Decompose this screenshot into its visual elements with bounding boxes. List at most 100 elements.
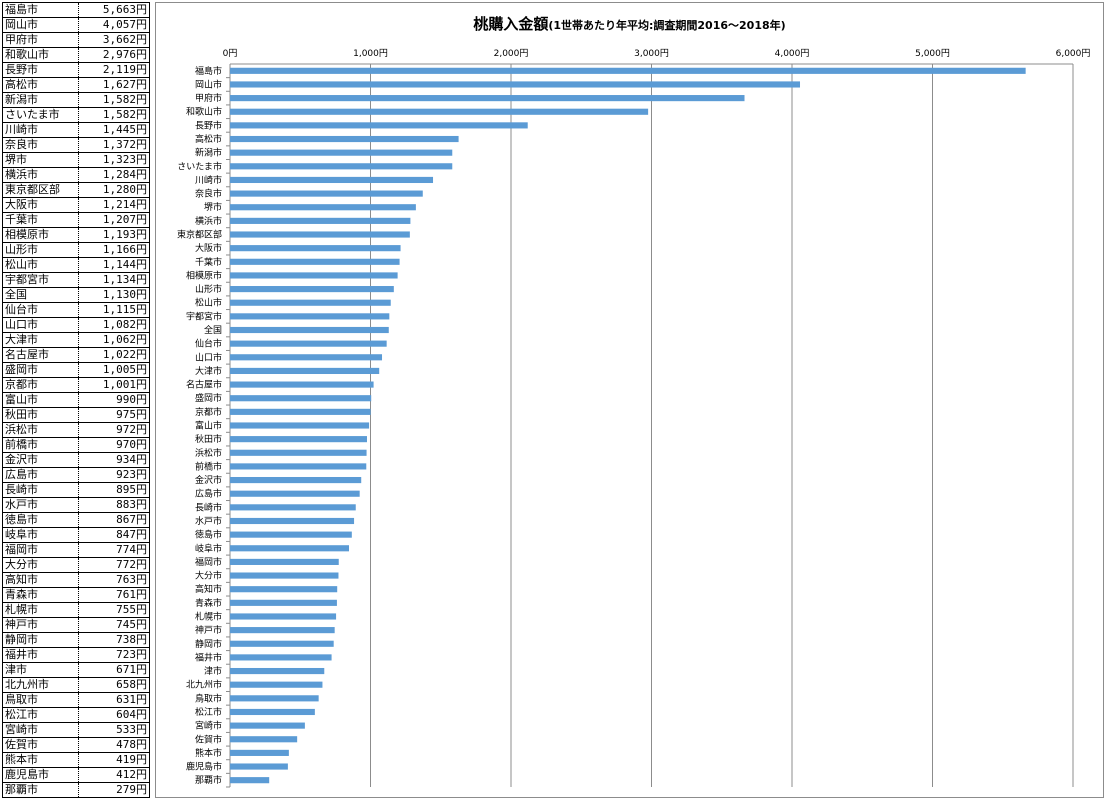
category-label: 高松市 [195,133,222,145]
value-number: 1,115 [102,303,136,316]
value-cell: 419円 [78,752,150,768]
x-tick-label: 4,000円 [775,48,810,59]
city-cell: 浜松市 [2,422,79,438]
bar [230,340,387,347]
category-label: 宮崎市 [195,720,222,732]
value-cell: 1,001円 [78,377,150,393]
bar [230,613,337,620]
city-cell: 福井市 [2,647,79,663]
value-number: 604 [116,708,136,721]
category-label: 静岡市 [195,638,222,650]
value-number: 772 [116,558,136,571]
table-row: 松江市 604円 [2,707,150,723]
table-row: 名古屋市 1,022円 [2,347,150,363]
category-label: 堺市 [204,201,222,213]
bar [230,763,288,770]
city-cell: 宇都宮市 [2,272,79,288]
value-cell: 5,663円 [78,2,150,18]
bar [230,217,411,224]
bar [230,135,459,143]
bar [230,667,325,675]
value-number: 419 [116,753,136,766]
value-cell: 1,582円 [78,92,150,108]
value-cell: 1,372円 [78,137,150,153]
table-row: 水戸市 883円 [2,497,150,513]
x-tick-label: 3,000円 [634,48,669,59]
value-cell: 1,005円 [78,362,150,378]
value-cell: 533円 [78,722,150,738]
bar [230,381,374,388]
table-row: 和歌山市 2,976円 [2,47,150,63]
table-row: 富山市 990円 [2,392,150,408]
value-unit: 円 [136,108,147,121]
table-row: 那覇市 279円 [2,782,150,798]
x-tick-label: 6,000円 [1056,48,1091,59]
value-number: 774 [116,543,136,556]
value-unit: 円 [136,528,147,541]
value-unit: 円 [136,228,147,241]
value-number: 658 [116,678,136,691]
value-cell: 1,134円 [78,272,150,288]
category-label: 秋田市 [195,433,222,445]
value-unit: 円 [136,213,147,226]
category-label: 千葉市 [195,256,222,268]
table-row: 津市 671円 [2,662,150,678]
bar [230,777,270,784]
value-number: 1,005 [102,363,136,376]
value-cell: 774円 [78,542,150,558]
table-row: 仙台市 1,115円 [2,302,150,318]
table-row: 堺市 1,323円 [2,152,150,168]
value-unit: 円 [136,378,147,391]
value-cell: 763円 [78,572,150,588]
value-number: 923 [116,468,136,481]
category-label: 鳥取市 [195,692,222,704]
value-unit: 円 [136,423,147,436]
value-unit: 円 [136,783,147,796]
category-label: 高知市 [195,583,222,595]
table-row: 静岡市 738円 [2,632,150,648]
value-unit: 円 [136,738,147,751]
table-row: 岐阜市 847円 [2,527,150,543]
value-cell: 1,627円 [78,77,150,93]
value-unit: 円 [136,633,147,646]
city-cell: 広島市 [2,467,79,483]
value-number: 1,130 [102,288,136,301]
city-cell: 京都市 [2,377,79,393]
table-row: 秋田市 975円 [2,407,150,423]
value-unit: 円 [136,318,147,331]
bar [230,531,352,538]
value-unit: 円 [136,33,147,46]
city-cell: 仙台市 [2,302,79,318]
value-unit: 円 [136,453,147,466]
bar [230,517,355,525]
table-row: 山形市 1,166円 [2,242,150,258]
value-number: 972 [116,423,136,436]
value-unit: 円 [136,258,147,271]
table-row: 宮崎市 533円 [2,722,150,738]
category-label: 名古屋市 [186,379,222,391]
value-number: 755 [116,603,136,616]
value-number: 1,022 [102,348,136,361]
value-unit: 円 [136,363,147,376]
bar [230,408,371,415]
bar [230,367,380,375]
bar [230,681,323,688]
category-label: 川崎市 [195,174,222,186]
value-number: 970 [116,438,136,451]
value-cell: 1,082円 [78,317,150,333]
city-cell: 名古屋市 [2,347,79,363]
bar [230,245,401,252]
value-number: 847 [116,528,136,541]
bar [230,95,745,102]
value-number: 1,323 [102,153,136,166]
city-cell: 秋田市 [2,407,79,423]
city-cell: 和歌山市 [2,47,79,63]
table-row: 京都市 1,001円 [2,377,150,393]
value-cell: 772円 [78,557,150,573]
table-row: 広島市 923円 [2,467,150,483]
bar [230,67,1026,74]
value-unit: 円 [136,288,147,301]
category-label: 山口市 [195,351,222,363]
value-number: 3,662 [102,33,136,46]
value-cell: 972円 [78,422,150,438]
